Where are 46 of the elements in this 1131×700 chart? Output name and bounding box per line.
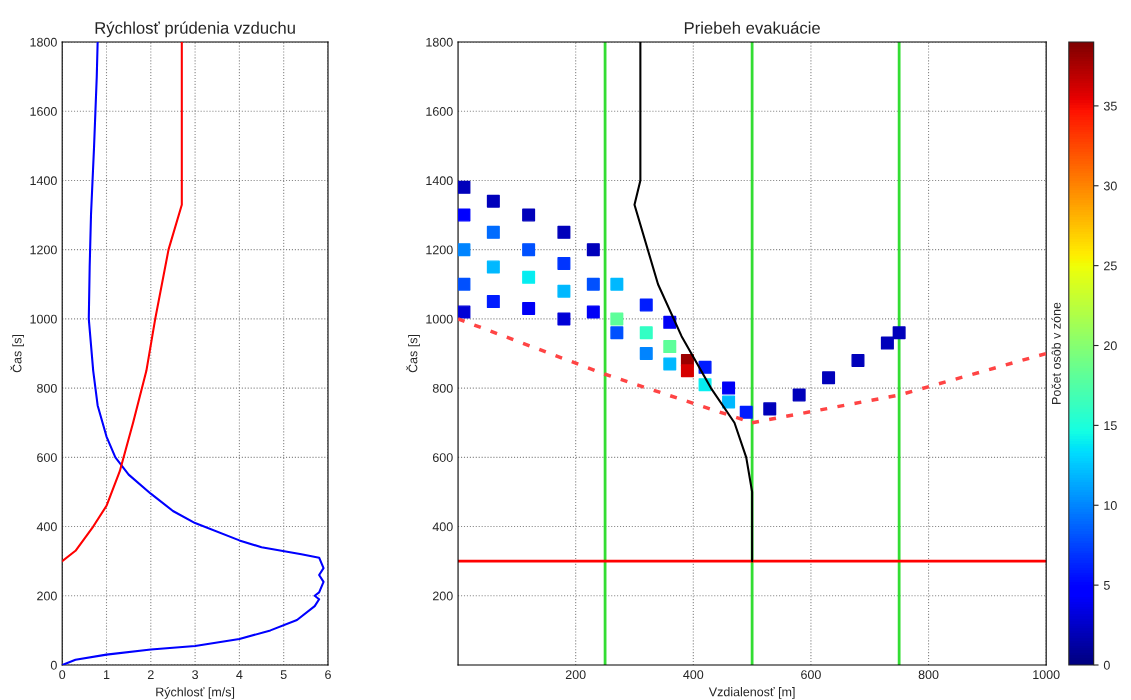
y-tick-label: 1600: [426, 107, 453, 116]
y-tick-label: 800: [432, 383, 453, 393]
x-tick-label: 600: [801, 670, 821, 680]
x-axis-title: Rýchlosť [m/s]: [156, 687, 235, 699]
x-tick-label: 3: [192, 670, 199, 680]
y-tick-label: 600: [432, 453, 453, 462]
x-tick-label: 2: [147, 670, 154, 679]
x-tick-label: 1000: [1033, 670, 1060, 680]
color-bar-label: 5: [1103, 581, 1110, 590]
color-bar-label: 15: [1104, 421, 1117, 431]
color-bar-label: 10: [1104, 501, 1117, 510]
x-axis-title: Vzdialenosť [m]: [708, 687, 795, 699]
y-tick-label: 400: [432, 522, 453, 532]
color-bar-label: 30: [1103, 181, 1117, 191]
chart-title: Rýchlosť prúdenia vzduchu: [95, 21, 295, 38]
y-tick-label: 200: [432, 591, 453, 601]
x-tick-label: 400: [683, 670, 704, 680]
y-tick-label: 1200: [426, 245, 453, 255]
y-tick-label: 1000: [426, 314, 453, 324]
x-tick-label: 5: [280, 670, 287, 680]
color-bar-label: 0: [1103, 660, 1110, 670]
y-tick-label: 200: [37, 591, 57, 601]
x-tick-label: 0: [59, 670, 66, 680]
x-tick-label: 4: [236, 670, 243, 679]
y-tick-label: 0: [50, 660, 57, 670]
x-tick-label: 200: [565, 670, 586, 680]
color-bar-label: 20: [1104, 341, 1117, 351]
y-tick-label: 1000: [30, 314, 57, 324]
y-tick-label: 400: [36, 522, 57, 532]
y-tick-label: 1200: [30, 245, 57, 255]
y-tick-label: 1800: [426, 37, 453, 47]
y-tick-label: 800: [37, 383, 57, 393]
color-bar-label: 35: [1103, 101, 1117, 111]
color-bar-label: 25: [1104, 261, 1117, 271]
y-tick-label: 1400: [30, 176, 57, 186]
x-tick-label: 1: [103, 670, 110, 679]
color-bar-title: Počet osôb v zóne: [1051, 302, 1061, 404]
chart-title: Priebeh evakuácie: [684, 21, 820, 34]
y-tick-label: 1600: [30, 107, 57, 116]
y-axis-title: Čas [s]: [10, 334, 24, 373]
y-tick-label: 1800: [30, 37, 57, 47]
y-axis-title: Čas [s]: [406, 334, 420, 373]
y-tick-label: 1400: [426, 176, 453, 186]
x-tick-label: 800: [918, 670, 939, 680]
y-tick-label: 600: [37, 453, 57, 462]
x-tick-label: 6: [325, 670, 331, 680]
